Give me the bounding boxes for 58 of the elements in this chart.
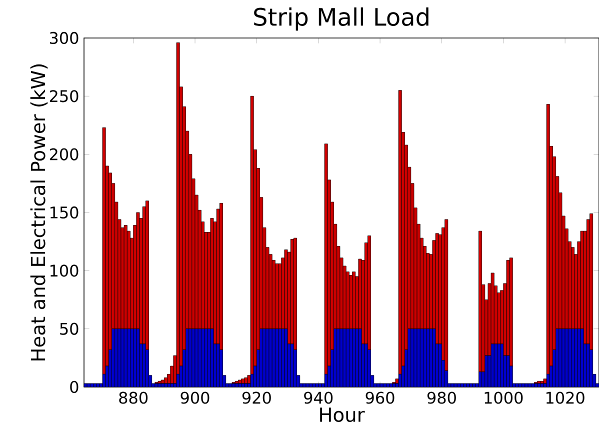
bar: [456, 383, 460, 388]
y-tick-label: 150: [50, 206, 78, 219]
bar: [534, 383, 538, 388]
bar: [518, 383, 522, 388]
bar: [389, 383, 393, 388]
bar: [90, 383, 94, 388]
y-tick-label: 50: [60, 322, 78, 335]
bar: [382, 383, 386, 388]
y-axis-title: Heat and Electrical Power (kW): [30, 64, 48, 360]
bar: [306, 383, 310, 388]
y-tick-label: 100: [50, 264, 78, 277]
x-axis-title: Hour: [320, 408, 365, 422]
chart-title: Strip Mall Load: [254, 7, 428, 31]
x-tick-label: 960: [366, 392, 394, 404]
x-tick-label: 980: [427, 392, 456, 404]
bar: [308, 383, 312, 388]
bar: [472, 383, 476, 388]
bar: [302, 383, 306, 388]
bar: [392, 383, 396, 388]
bar: [469, 383, 473, 388]
bar: [234, 383, 238, 388]
bar: [154, 383, 158, 388]
bar: [460, 383, 464, 388]
x-tick-label: 940: [304, 392, 333, 404]
bar: [158, 383, 162, 388]
bar: [312, 383, 316, 388]
bar: [386, 383, 390, 388]
bar: [238, 383, 242, 388]
bar: [463, 383, 467, 388]
bar: [96, 383, 100, 388]
x-tick-label: 920: [242, 392, 271, 404]
x-tick-label: 1020: [546, 392, 584, 404]
bar: [540, 383, 544, 388]
bar: [160, 383, 164, 388]
bar: [528, 383, 532, 388]
bar: [454, 383, 458, 388]
bar: [516, 383, 520, 388]
bar: [315, 383, 319, 388]
y-tick-label: 0: [70, 380, 78, 394]
y-tick-label: 200: [50, 148, 78, 160]
bar: [228, 383, 232, 388]
bar: [232, 383, 236, 388]
y-tick-label: 300: [50, 32, 78, 44]
bar: [466, 383, 470, 388]
bar: [524, 383, 528, 388]
x-tick-label: 900: [180, 392, 210, 404]
bar: [380, 383, 384, 388]
bar: [86, 383, 90, 388]
bar: [530, 383, 534, 388]
bar: [450, 383, 454, 388]
bar: [537, 383, 541, 388]
bar: [522, 383, 526, 388]
y-tick-label: 250: [50, 90, 78, 102]
x-tick-label: 880: [119, 392, 148, 404]
bar: [376, 383, 380, 388]
x-tick-label: 1000: [484, 392, 523, 404]
bar: [93, 383, 97, 388]
bar: [318, 383, 322, 388]
